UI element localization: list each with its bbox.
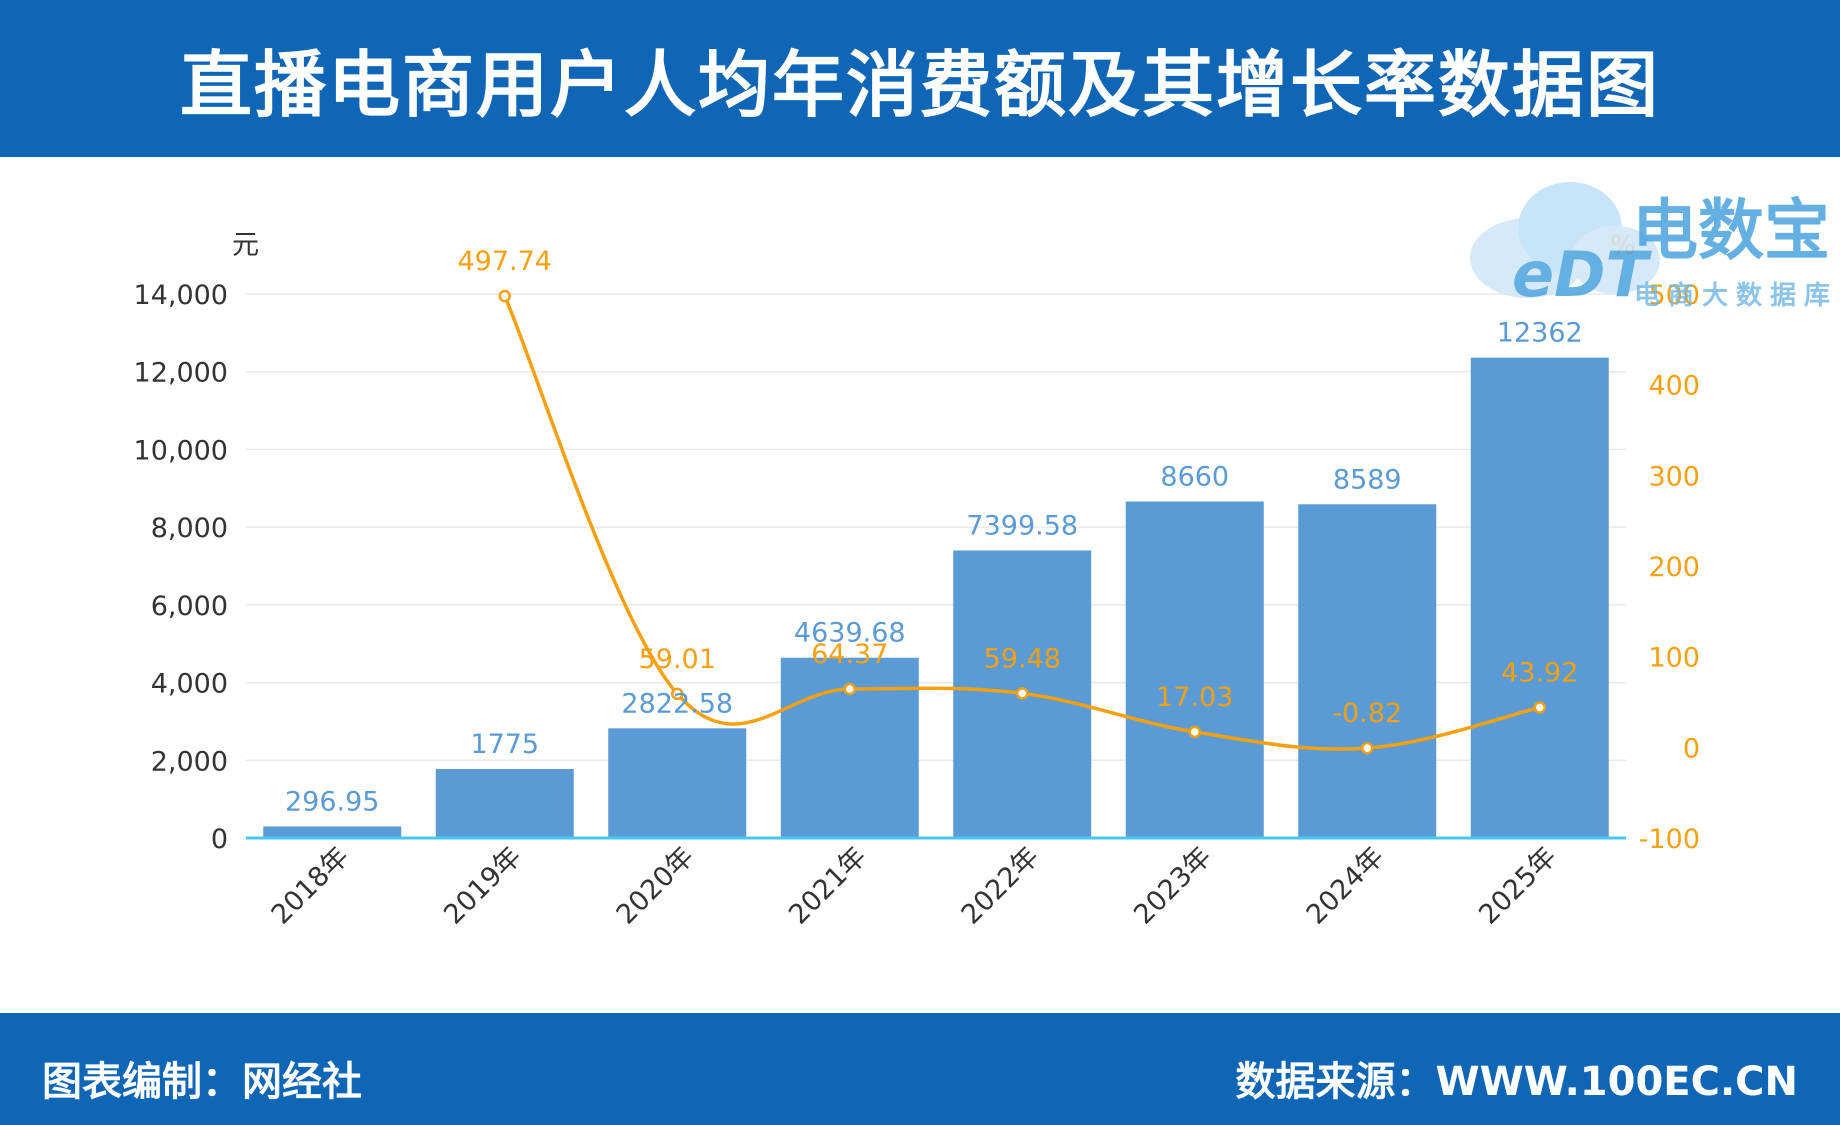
x-tick-label: 2023年 bbox=[1128, 841, 1218, 931]
footer-credit: 图表编制：网经社 bbox=[42, 1059, 362, 1105]
y-right-tick-label: 500 bbox=[1648, 280, 1700, 311]
bar-value-label: 8589 bbox=[1333, 464, 1402, 495]
x-tick-label: 2021年 bbox=[783, 841, 873, 931]
logo-name: 电数宝 bbox=[1632, 192, 1830, 269]
line-point bbox=[1361, 741, 1374, 755]
bar-value-label: 7399.58 bbox=[966, 510, 1078, 541]
bar-value-label: 296.95 bbox=[285, 786, 379, 817]
y-left-tick-label: 6,000 bbox=[151, 591, 228, 622]
line-series bbox=[498, 289, 1546, 755]
x-tick-label: 2024年 bbox=[1301, 841, 1391, 931]
line-point bbox=[671, 687, 684, 701]
chart-area: 296.95 1775 2822.58 4639.68 7399.58 8660 8589 1… bbox=[134, 230, 1700, 931]
line-point bbox=[1533, 701, 1546, 714]
bar bbox=[608, 728, 747, 838]
growth-rate-line bbox=[503, 295, 1541, 751]
bar bbox=[1298, 504, 1437, 838]
chart-title: 直播电商用户人均年消费额及其增长率数据图 bbox=[179, 43, 1660, 127]
line-value-label: 43.92 bbox=[1501, 658, 1578, 689]
line-value-label: 64.37 bbox=[811, 639, 888, 670]
chart-header: 直播电商用户人均年消费额及其增长率数据图 bbox=[0, 0, 1840, 157]
x-tick-label: 2020年 bbox=[611, 841, 701, 931]
y-right-tick-label: 200 bbox=[1648, 552, 1700, 583]
y-left-tick-label: 10,000 bbox=[134, 435, 228, 466]
y-right-tick-label: 0 bbox=[1683, 733, 1700, 764]
data-labels: 296.95 1775 2822.58 4639.68 7399.58 8660 8589 1… bbox=[285, 246, 1583, 817]
bar bbox=[1125, 501, 1264, 838]
logo: eDT 电数宝 电商大数据库 bbox=[1470, 182, 1830, 311]
y-right-tick-label: 100 bbox=[1648, 643, 1700, 674]
x-tick-label: 2025年 bbox=[1473, 841, 1563, 931]
line-point bbox=[1188, 725, 1201, 739]
bar-series bbox=[263, 357, 1609, 838]
line-point bbox=[843, 682, 856, 696]
line-value-label: -0.82 bbox=[1332, 698, 1402, 729]
y-left-tick-label: 0 bbox=[211, 824, 228, 855]
logo-subtitle: 电商大数据库 bbox=[1634, 280, 1830, 311]
x-tick-label: 2022年 bbox=[956, 841, 1046, 931]
gridlines bbox=[246, 293, 1626, 762]
bar-value-label: 8660 bbox=[1160, 461, 1229, 492]
y-right-tick-label: 400 bbox=[1648, 371, 1700, 402]
y-right-tick-label: -100 bbox=[1639, 824, 1700, 855]
y-left-tick-label: 2,000 bbox=[151, 746, 228, 777]
chart-footer: 图表编制：网经社 数据来源：WWW.100EC.CN bbox=[0, 1013, 1840, 1125]
x-tick-label: 2019年 bbox=[438, 841, 528, 931]
bar bbox=[263, 826, 402, 838]
bar bbox=[435, 769, 574, 838]
line-point bbox=[1016, 687, 1029, 700]
line-value-label: 497.74 bbox=[458, 246, 552, 277]
bar-value-label: 12362 bbox=[1497, 318, 1583, 349]
y-left-tick-label: 8,000 bbox=[151, 513, 228, 544]
y-left-unit: 元 bbox=[232, 230, 259, 261]
y-left-tick-label: 4,000 bbox=[151, 669, 228, 700]
cloud-icon: eDT bbox=[1470, 182, 1660, 311]
footer-source: 数据来源：WWW.100EC.CN bbox=[1235, 1059, 1799, 1105]
line-value-label: 59.48 bbox=[984, 643, 1061, 674]
y-left-tick-label: 14,000 bbox=[134, 280, 228, 311]
x-tick-label: 2018年 bbox=[266, 841, 356, 931]
logo-mark: eDT bbox=[1512, 238, 1653, 311]
y-left-tick-label: 12,000 bbox=[134, 358, 228, 389]
bar-value-label: 2822.58 bbox=[621, 688, 733, 719]
bar-value-label: 4639.68 bbox=[794, 618, 906, 649]
line-point bbox=[498, 289, 511, 303]
y-right-tick-label: 300 bbox=[1648, 461, 1700, 492]
bar bbox=[1470, 357, 1609, 838]
bar-value-label: 1775 bbox=[470, 729, 539, 760]
line-value-label: 59.01 bbox=[639, 644, 716, 675]
line-value-label: 17.03 bbox=[1156, 682, 1233, 713]
